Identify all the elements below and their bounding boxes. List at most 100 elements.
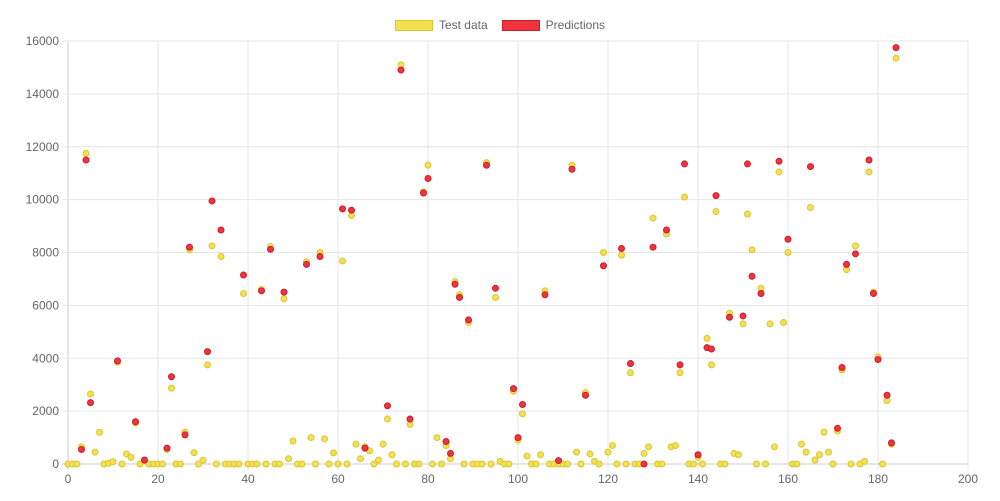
test-data-point [213,460,220,468]
prediction-point [303,260,310,268]
test-data-point [865,168,873,176]
y-tick-label: 6000 [32,298,59,312]
prediction-point [852,250,859,258]
test-data-point [861,457,868,465]
prediction-point [568,165,576,173]
y-tick-label: 10000 [26,193,60,207]
legend-item-predictions[interactable]: Predictions [501,18,605,32]
test-data-point [298,460,306,468]
test-data-point [253,460,261,468]
test-data-point [217,252,225,260]
test-data-point [91,448,99,456]
prediction-point [712,192,720,200]
test-data-point [744,210,751,218]
test-data-point [73,460,81,468]
test-data-point [681,193,688,201]
prediction-point [132,418,139,426]
test-data-point [577,460,585,468]
test-data-point [235,460,243,468]
prediction-point [424,174,432,182]
prediction-point [339,205,346,213]
prediction-point [397,66,405,74]
prediction-point [510,385,517,393]
test-data-point [240,289,247,297]
prediction-point [676,361,684,369]
test-data-point [429,460,436,468]
test-data-point [199,456,207,464]
test-data-point [307,434,315,442]
prediction-point [739,312,747,320]
test-data-point [852,242,859,250]
test-data-point [312,460,319,468]
legend-item-test-data[interactable]: Test data [394,18,488,32]
test-data-point [825,448,832,456]
test-data-point [573,448,580,456]
prediction-point [465,316,472,324]
test-data-point [478,460,486,468]
prediction-point [141,456,148,464]
y-tick-label: 2000 [32,404,59,418]
test-data-point [96,428,103,436]
prediction-point [267,245,274,253]
prediction-point [726,313,733,321]
test-data-point [820,428,828,436]
test-data-point [748,246,756,254]
test-data-point [879,460,886,468]
test-data-point [762,460,769,468]
test-data-point [393,460,400,468]
test-data-point [492,293,499,301]
test-data-point [177,460,184,468]
x-tick-label: 140 [688,472,708,486]
test-data-point [190,449,198,457]
test-data-point [798,440,805,448]
prediction-point [757,289,765,297]
y-tick-label: 0 [52,457,59,471]
test-data-point [262,460,270,468]
prediction-point [280,288,288,296]
test-data-point [793,460,801,468]
prediction-point [258,287,265,295]
test-data-point [343,460,351,468]
x-tick-label: 20 [151,472,165,486]
test-data-point [168,384,175,392]
test-data-point [208,242,216,250]
test-data-point [82,149,90,157]
test-data-point [127,453,135,461]
prediction-point [447,449,454,457]
prediction-point [784,235,792,243]
test-data-point [586,450,594,458]
test-data-point [276,460,283,468]
prediction-point [663,226,670,234]
test-data-point [375,456,382,464]
prediction-point [582,391,589,399]
test-data-point [811,456,819,464]
prediction-point [181,431,189,439]
test-data-point [424,161,432,169]
x-tick-label: 80 [421,472,435,486]
test-data-point [658,460,666,468]
prediction-point [82,156,90,164]
prediction-point [420,189,427,197]
test-data-point [775,168,783,176]
test-data-point [640,449,648,457]
test-data-point [816,451,823,459]
y-tick-label: 4000 [32,351,59,365]
prediction-point [114,357,121,365]
prediction-point [451,280,459,288]
prediction-point [555,457,562,465]
test-data-point [613,460,621,468]
test-data-point [847,460,855,468]
prediction-point [843,260,850,268]
test-data-point [739,320,747,328]
prediction-point [865,156,873,164]
prediction-point [874,356,882,364]
prediction-point [204,348,211,356]
test-data-point [649,214,657,222]
test-data-point [595,460,603,468]
legend-swatch-test-data [394,19,433,31]
prediction-point [807,163,814,171]
test-data-point [109,458,117,466]
prediction-point [87,399,94,407]
test-data-point [766,320,774,328]
